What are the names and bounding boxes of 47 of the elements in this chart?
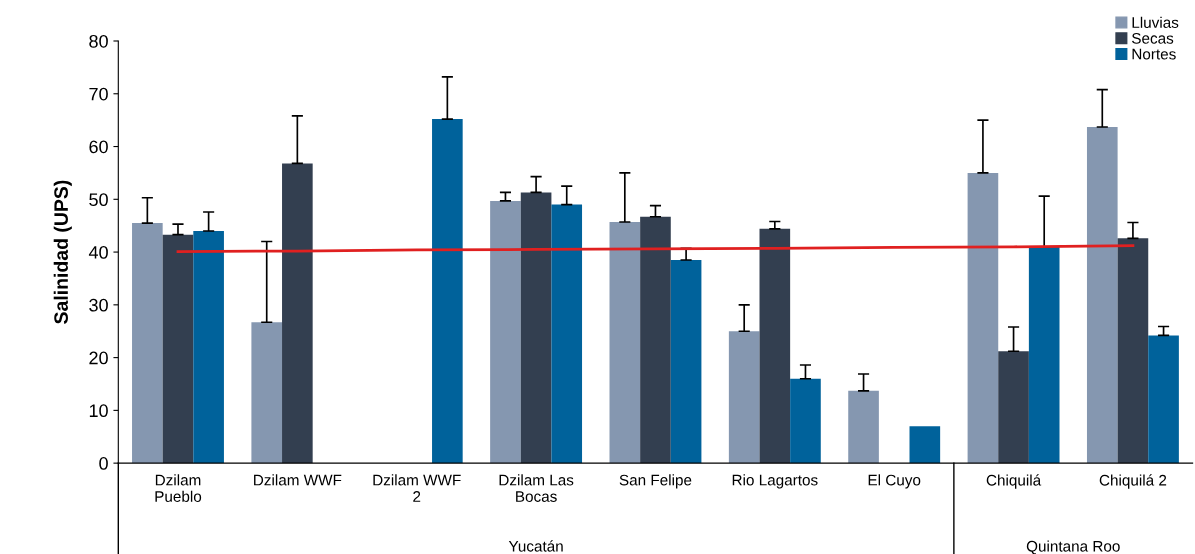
x-tick-label: Dzilam WWF (254, 474, 342, 486)
y-tick-label: 50 (89, 193, 108, 207)
y-tick-label: 10 (89, 404, 108, 418)
x-tick-label: Dzilam WWF 2 (373, 474, 461, 502)
bar (998, 351, 1029, 464)
bar (759, 228, 791, 464)
y-axis-title: Salinidad (UPS) (53, 180, 72, 324)
bar (790, 378, 821, 464)
legend-label: Secas (1132, 32, 1174, 44)
text: Quintana Roo (1026, 540, 1120, 554)
y-tick-label: 60 (89, 140, 108, 154)
x-tick-label: Dzilam Pueblo (155, 474, 202, 502)
bar (551, 204, 583, 464)
x-tick-label: San Felipe (619, 474, 692, 489)
legend-label: Lluvias (1132, 16, 1179, 28)
bar (848, 390, 879, 464)
legend-label: Nortes (1132, 48, 1176, 60)
bar (193, 230, 224, 464)
x-tick-label: Rio Lagartos (732, 474, 818, 489)
bar (967, 172, 999, 464)
bar (251, 322, 283, 464)
x-tick-label: Chiquilá 2 (1099, 474, 1167, 489)
y-tick-label: 70 (89, 87, 108, 101)
y-tick-label: 40 (88, 246, 108, 259)
bar (909, 426, 941, 464)
y-tick-label: 80 (89, 34, 108, 48)
bar (640, 216, 671, 464)
bar (1086, 127, 1118, 464)
bar (670, 259, 702, 464)
bar (520, 192, 552, 464)
bar (432, 119, 463, 464)
bar (1148, 335, 1179, 464)
bar (1028, 246, 1060, 464)
bar (609, 221, 641, 464)
y-tick-label: 20 (89, 351, 108, 365)
x-tick-label: Chiquilá (986, 474, 1042, 489)
bar (728, 331, 760, 464)
bar (1117, 238, 1149, 464)
x-tick-label: El Cuyo (868, 474, 921, 489)
x-tick-label: Dzilam Las Bocas (499, 474, 574, 502)
bar (132, 223, 163, 464)
bar (490, 200, 521, 464)
y-tick-label: 30 (89, 298, 108, 312)
y-tick-label: 0 (99, 457, 108, 470)
bar (282, 163, 313, 464)
text: Yucatán (508, 540, 563, 552)
bar (162, 234, 194, 464)
